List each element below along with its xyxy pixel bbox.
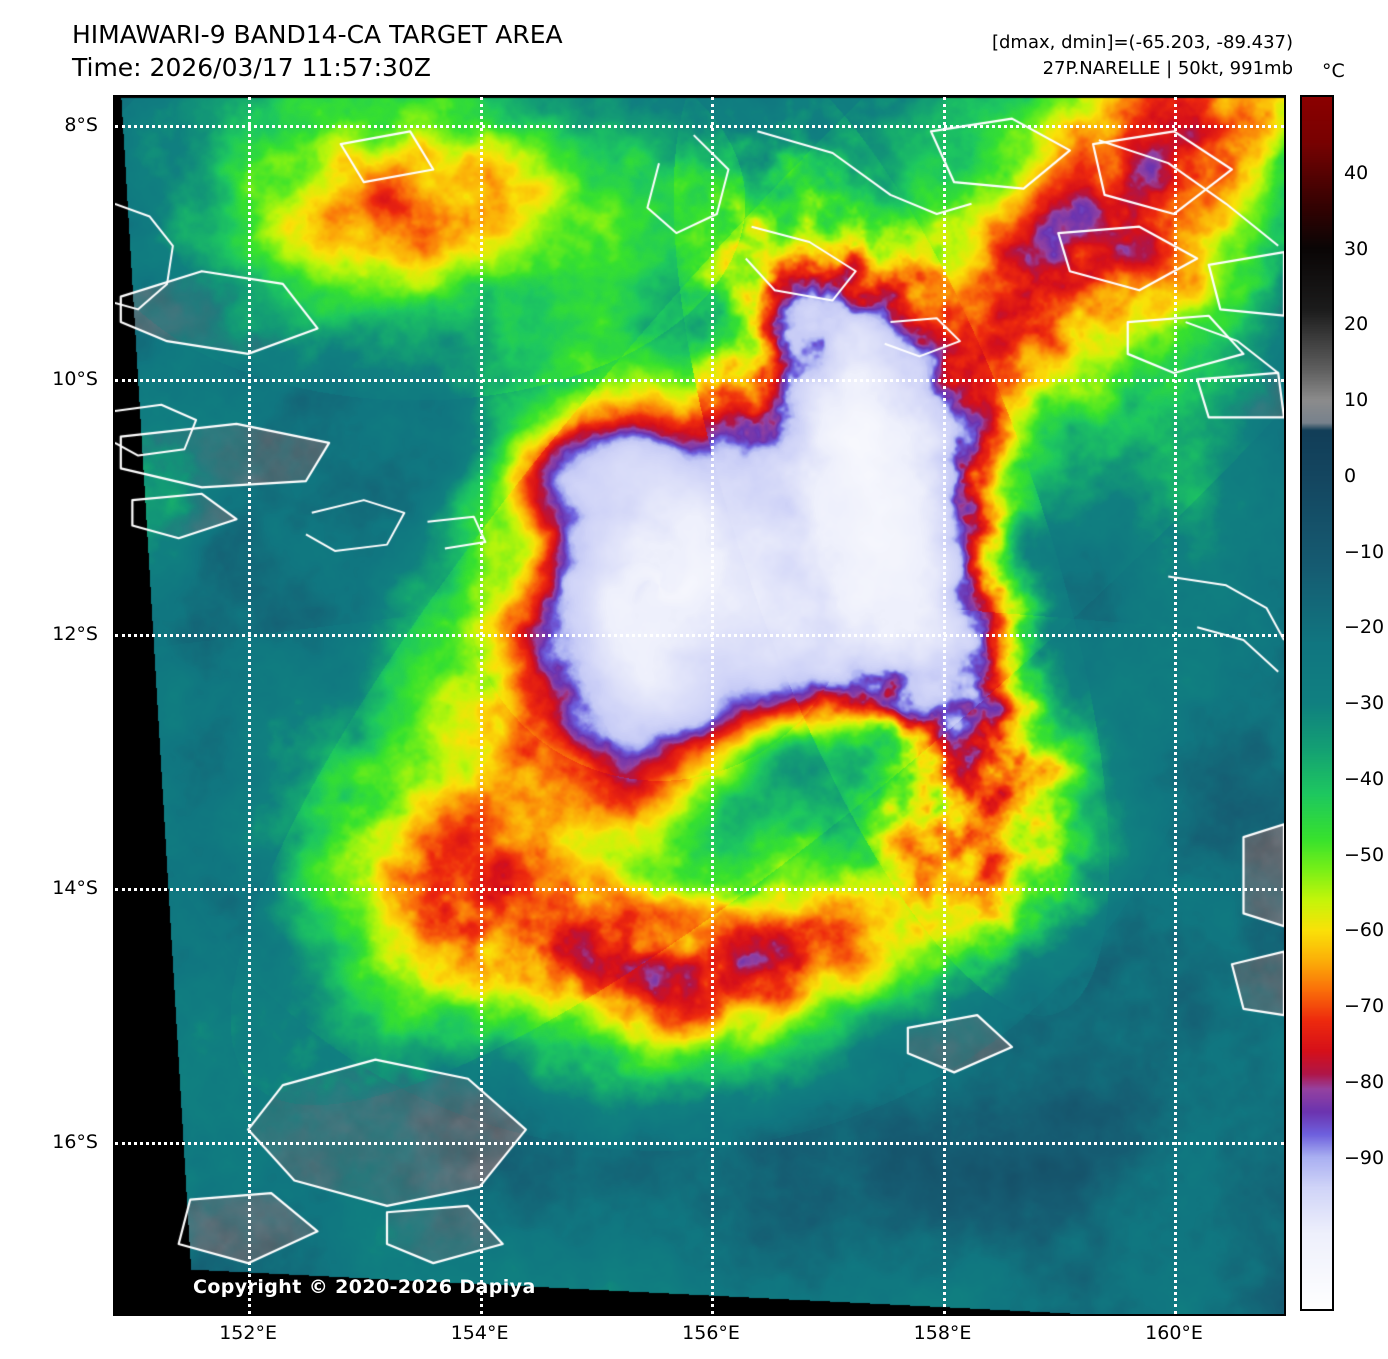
temperature-colorbar[interactable] (1300, 95, 1334, 1311)
timestamp-label: Time: 2026/03/17 11:57:30Z (72, 53, 431, 82)
cbtick--70: −70 (1344, 995, 1385, 1017)
cbtick--80: −80 (1344, 1070, 1385, 1093)
cbtick-30: 30 (1344, 237, 1369, 260)
cbtick--90: −90 (1344, 1146, 1385, 1169)
header-title-block: HIMAWARI-9 BAND14-CA TARGET AREA Time: 2… (72, 18, 563, 84)
xtick-156°E: 156°E (682, 1322, 740, 1344)
ytick-8°S: 8°S (64, 113, 98, 136)
header-meta-block: [dmax, dmin]=(-65.203, -89.437) 27P.NARE… (992, 30, 1293, 82)
cbtick-20: 20 (1344, 313, 1369, 336)
colorbar-unit-label: °C (1322, 60, 1345, 82)
infrared-satellite-raster (115, 97, 1284, 1314)
cbtick-40: 40 (1344, 161, 1369, 184)
cbtick--10: −10 (1344, 540, 1385, 563)
storm-info-label: 27P.NARELLE | 50kt, 991mb (1042, 58, 1293, 79)
cbtick-10: 10 (1344, 389, 1369, 411)
ytick-16°S: 16°S (52, 1131, 98, 1154)
xtick-158°E: 158°E (913, 1322, 972, 1344)
cbtick-0: 0 (1344, 464, 1357, 487)
satellite-image-plot[interactable]: Copyright © 2020-2026 Dapiya (113, 95, 1286, 1316)
ytick-12°S: 12°S (52, 622, 98, 645)
cbtick--20: −20 (1344, 616, 1385, 639)
cbtick--60: −60 (1344, 919, 1385, 942)
cbtick--50: −50 (1344, 843, 1385, 866)
cbtick--30: −30 (1344, 692, 1385, 714)
ytick-14°S: 14°S (52, 876, 98, 899)
ytick-10°S: 10°S (52, 368, 98, 391)
copyright-label: Copyright © 2020-2026 Dapiya (193, 1276, 536, 1298)
colorbar-gradient (1302, 97, 1332, 1309)
xtick-152°E: 152°E (219, 1322, 277, 1344)
xtick-160°E: 160°E (1145, 1322, 1203, 1344)
cbtick--40: −40 (1344, 767, 1385, 790)
dminmax-label: [dmax, dmin]=(-65.203, -89.437) (991, 32, 1293, 53)
page-title: HIMAWARI-9 BAND14-CA TARGET AREA (72, 20, 563, 49)
xtick-154°E: 154°E (450, 1322, 509, 1344)
